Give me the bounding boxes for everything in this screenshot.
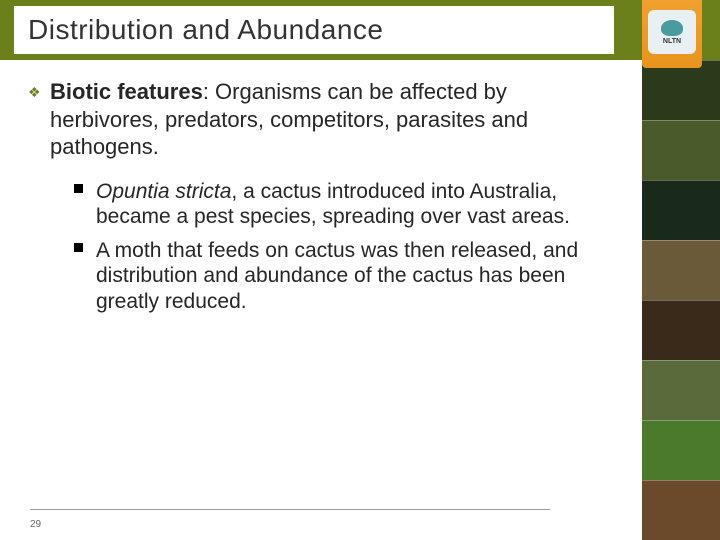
sidebar-thumbnail: [642, 300, 720, 360]
sidebar-image-strip: [642, 60, 720, 540]
content-area: ❖ Biotic features: Organisms can be affe…: [28, 78, 608, 323]
sidebar-thumbnail: [642, 420, 720, 480]
sidebar-thumbnail: [642, 180, 720, 240]
sub-bullet-item: Opuntia stricta, a cactus introduced int…: [74, 179, 608, 230]
main-bullet-point: ❖ Biotic features: Organisms can be affe…: [28, 78, 608, 161]
sidebar-thumbnail: [642, 360, 720, 420]
title-container: Distribution and Abundance: [14, 6, 614, 54]
logo-label: NLTN: [663, 38, 681, 45]
logo-bird-icon: [661, 20, 683, 36]
logo-badge: NLTN: [648, 10, 696, 54]
sidebar-thumbnail: [642, 120, 720, 180]
sidebar-thumbnail: [642, 60, 720, 120]
sub-bullet-item: A moth that feeds on cactus was then rel…: [74, 238, 608, 315]
square-bullet-icon: [74, 243, 83, 252]
slide-title: Distribution and Abundance: [28, 14, 383, 46]
page-number: 29: [30, 519, 41, 530]
main-bullet-lead: Biotic features: [50, 79, 203, 104]
sidebar-thumbnail: [642, 480, 720, 540]
sidebar-thumbnail: [642, 240, 720, 300]
logo-ribbon: NLTN: [642, 0, 702, 68]
sub-bullet-list: Opuntia stricta, a cactus introduced int…: [28, 179, 608, 315]
sub-bullet-text: A moth that feeds on cactus was then rel…: [96, 239, 578, 313]
diamond-bullet-icon: ❖: [28, 84, 41, 102]
italic-term: Opuntia stricta: [96, 180, 231, 203]
footer-divider: [30, 509, 550, 510]
square-bullet-icon: [74, 184, 83, 193]
